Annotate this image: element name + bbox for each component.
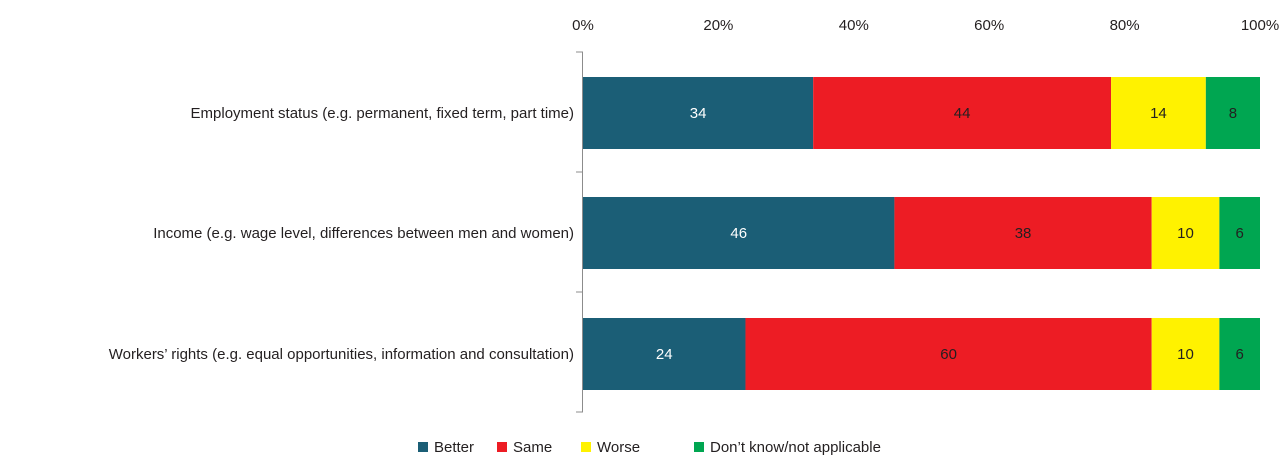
data-label: 38 [1015,225,1032,242]
category-label: Employment status (e.g. permanent, fixed… [191,105,574,122]
legend-swatch [694,442,704,452]
bar-segment-worse [1111,77,1206,149]
data-label: 46 [730,225,747,242]
legend-label: Better [434,439,474,456]
bars: 34 44 14 8 46 38 10 6 24 60 10 6 [583,77,1260,390]
x-tick-label: 80% [1110,17,1140,34]
x-tick-label: 0% [572,17,594,34]
bar-segment-don-t-know-not-applicable [1219,318,1260,390]
data-label: 10 [1177,346,1194,363]
x-tick-label: 100% [1241,17,1279,34]
data-label: 24 [656,346,673,363]
legend-label: Same [513,439,552,456]
y-axis: Employment status (e.g. permanent, fixed… [109,51,583,413]
bar-segment-same [894,197,1152,269]
bar-segment-better [583,197,895,269]
legend: Better Same Worse Don’t know/not applicable [418,439,881,456]
data-label: 14 [1150,105,1167,122]
x-tick-label: 40% [839,17,869,34]
data-label: 34 [690,105,707,122]
bar-segment-same [745,318,1152,390]
bar-segment-worse [1151,197,1220,269]
legend-swatch [418,442,428,452]
bar-segment-don-t-know-not-applicable [1219,197,1260,269]
x-tick-label: 60% [974,17,1004,34]
legend-label: Don’t know/not applicable [710,439,881,456]
bar-segment-worse [1151,318,1220,390]
legend-swatch [581,442,591,452]
data-label: 6 [1236,225,1244,242]
data-label: 10 [1177,225,1194,242]
x-tick-label: 20% [703,17,733,34]
bar-segment-same [813,77,1112,149]
bar-segment-don-t-know-not-applicable [1205,77,1260,149]
bar-segment-better [583,77,814,149]
data-label: 60 [940,346,957,363]
x-axis: 0% 20% 40% 60% 80% 100% [572,17,1279,34]
data-label: 6 [1236,346,1244,363]
data-label: 44 [954,105,971,122]
legend-swatch [497,442,507,452]
data-label: 8 [1229,105,1237,122]
category-label: Workers’ rights (e.g. equal opportunitie… [109,346,574,363]
legend-label: Worse [597,439,640,456]
bar-segment-better [583,318,746,390]
category-label: Income (e.g. wage level, differences bet… [153,225,574,242]
